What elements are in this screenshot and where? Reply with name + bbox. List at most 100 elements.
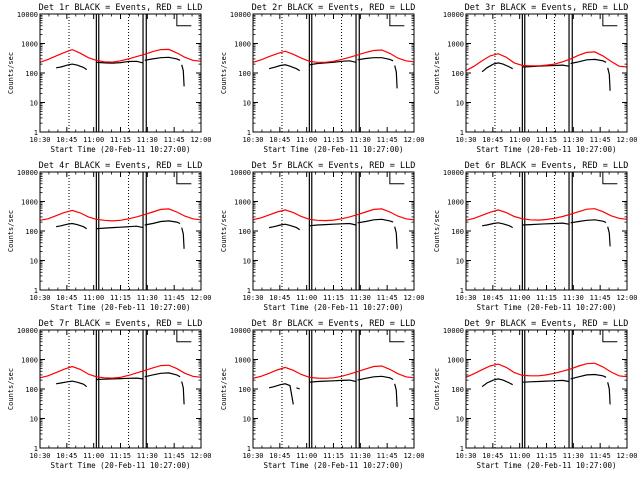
x-tick-label: 10:30 [242,452,263,460]
x-tick-label: 10:45 [269,452,290,460]
x-tick-label: 10:45 [56,294,77,302]
x-axis-label: Start Time (20-Feb-11 10:27:00) [264,461,404,470]
events-series-line [481,62,513,73]
bracket-marker [389,330,405,343]
x-axis-label: Start Time (20-Feb-11 10:27:00) [264,145,404,154]
y-axis-label: Counts/sec [7,210,15,252]
plot-title: Det 2r BLACK = Events, RED = LLD [252,3,416,13]
x-tick-label: 11:15 [536,136,557,144]
y-tick-label: 10000 [230,169,251,177]
y-tick-label: 10000 [443,169,464,177]
x-tick-label: 11:45 [377,452,398,460]
detector-plot-4: Det 4r BLACK = Events, RED = LLD 1 10 100 10… [7,161,212,312]
y-tick-label: 10 [30,416,38,424]
y-tick-label: 1 [34,445,38,453]
events-series-line [296,387,300,390]
x-tick-label: 12:00 [616,294,637,302]
x-tick-label: 11:00 [83,136,104,144]
lld-series-line [465,362,628,378]
y-tick-label: 10000 [230,11,251,19]
events-series-line [309,60,357,66]
x-axis-label: Start Time (20-Feb-11 10:27:00) [477,145,617,154]
lld-series-line [39,364,202,379]
y-axis-label: Counts/sec [433,52,441,94]
x-tick-label: 10:45 [56,136,77,144]
x-tick-label: 11:00 [509,452,530,460]
events-series-line [482,222,513,229]
x-tick-label: 11:00 [83,452,104,460]
events-series-line [522,64,570,68]
y-tick-label: 100 [238,228,251,236]
x-tick-label: 10:45 [482,294,503,302]
events-series-line [394,65,398,89]
x-tick-label: 12:00 [403,452,424,460]
plot-frame [39,329,202,449]
y-tick-label: 100 [25,70,38,78]
x-tick-label: 12:00 [403,136,424,144]
events-series-line [96,60,144,64]
bracket-marker [602,172,618,185]
events-series-line [607,226,611,247]
y-tick-label: 1 [460,129,464,137]
y-tick-label: 1 [34,287,38,295]
y-tick-label: 10000 [443,327,464,335]
y-tick-label: 1000 [447,199,464,207]
x-tick-label: 10:45 [482,452,503,460]
x-tick-label: 11:45 [377,136,398,144]
x-tick-label: 12:00 [616,136,637,144]
bracket-marker [602,330,618,343]
y-tick-label: 1000 [21,41,38,49]
x-tick-label: 10:45 [482,136,503,144]
detector-plot-8: Det 8r BLACK = Events, RED = LLD 1 10 100 10… [220,319,425,470]
events-series-line [357,57,394,62]
lld-series-line [465,208,628,221]
y-axis-label: Counts/sec [433,210,441,252]
x-tick-label: 11:30 [350,136,371,144]
events-series-line [607,382,611,405]
detector-plot-2: Det 2r BLACK = Events, RED = LLD 1 10 100 10… [220,3,425,154]
y-tick-label: 1 [247,287,251,295]
x-axis-label: Start Time (20-Feb-11 10:27:00) [477,303,617,312]
y-tick-label: 10000 [17,327,38,335]
x-tick-label: 12:00 [190,452,211,460]
x-tick-label: 10:30 [242,294,263,302]
y-tick-label: 10 [456,416,464,424]
x-tick-label: 12:00 [190,136,211,144]
y-tick-label: 1 [247,129,251,137]
x-axis-label: Start Time (20-Feb-11 10:27:00) [51,461,191,470]
y-axis-label: Counts/sec [220,52,228,94]
y-tick-label: 1 [247,445,251,453]
x-tick-label: 11:00 [296,294,317,302]
x-tick-label: 11:45 [590,136,611,144]
plot-title: Det 3r BLACK = Events, RED = LLD [465,3,629,13]
x-tick-label: 10:45 [269,294,290,302]
x-tick-label: 10:30 [455,136,476,144]
events-series-line [268,223,301,231]
events-series-line [522,222,570,226]
y-tick-label: 1 [34,129,38,137]
y-tick-label: 1 [460,287,464,295]
plot-frame [252,329,415,449]
x-tick-label: 11:00 [83,294,104,302]
x-tick-label: 10:30 [29,136,50,144]
lld-series-line [252,49,415,63]
events-series-line [570,373,607,380]
events-series-line [96,225,144,230]
bracket-marker [176,330,192,343]
y-tick-label: 1000 [234,357,251,365]
x-tick-label: 11:00 [509,136,530,144]
detector-plot-5: Det 5r BLACK = Events, RED = LLD 1 10 100 10… [220,161,425,312]
x-tick-label: 11:30 [137,452,158,460]
events-series-line [309,222,357,227]
y-tick-label: 10 [456,258,464,266]
plot-title: Det 7r BLACK = Events, RED = LLD [39,319,203,329]
lld-series-line [465,51,628,72]
x-tick-label: 11:15 [110,452,131,460]
events-series-line [570,58,607,65]
plot-title: Det 9r BLACK = Events, RED = LLD [465,319,629,329]
y-tick-label: 100 [25,228,38,236]
y-tick-label: 1000 [447,41,464,49]
plot-title: Det 5r BLACK = Events, RED = LLD [252,161,416,171]
events-series-line [268,64,301,72]
x-tick-label: 11:30 [350,294,371,302]
